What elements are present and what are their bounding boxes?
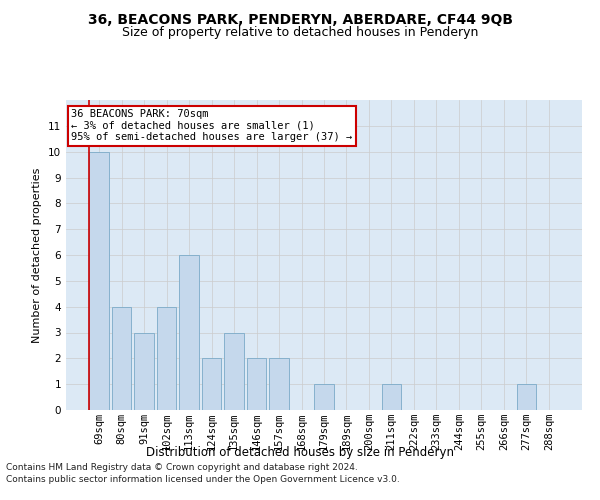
Bar (517, 384, 536, 410)
Text: 36, BEACONS PARK, PENDERYN, ABERDARE, CF44 9QB: 36, BEACONS PARK, PENDERYN, ABERDARE, CF… (88, 12, 512, 26)
Bar (314, 384, 334, 410)
Bar (247, 358, 266, 410)
Bar (179, 255, 199, 410)
Text: Contains HM Land Registry data © Crown copyright and database right 2024.: Contains HM Land Registry data © Crown c… (6, 464, 358, 472)
Y-axis label: Number of detached properties: Number of detached properties (32, 168, 43, 342)
Bar (202, 358, 221, 410)
Text: Distribution of detached houses by size in Penderyn: Distribution of detached houses by size … (146, 446, 454, 459)
Bar (382, 384, 401, 410)
Text: 36 BEACONS PARK: 70sqm
← 3% of detached houses are smaller (1)
95% of semi-detac: 36 BEACONS PARK: 70sqm ← 3% of detached … (71, 110, 352, 142)
Text: Size of property relative to detached houses in Penderyn: Size of property relative to detached ho… (122, 26, 478, 39)
Bar (134, 332, 154, 410)
Bar (269, 358, 289, 410)
Bar (89, 152, 109, 410)
Bar (224, 332, 244, 410)
Text: Contains public sector information licensed under the Open Government Licence v3: Contains public sector information licen… (6, 475, 400, 484)
Bar (112, 306, 131, 410)
Bar (157, 306, 176, 410)
